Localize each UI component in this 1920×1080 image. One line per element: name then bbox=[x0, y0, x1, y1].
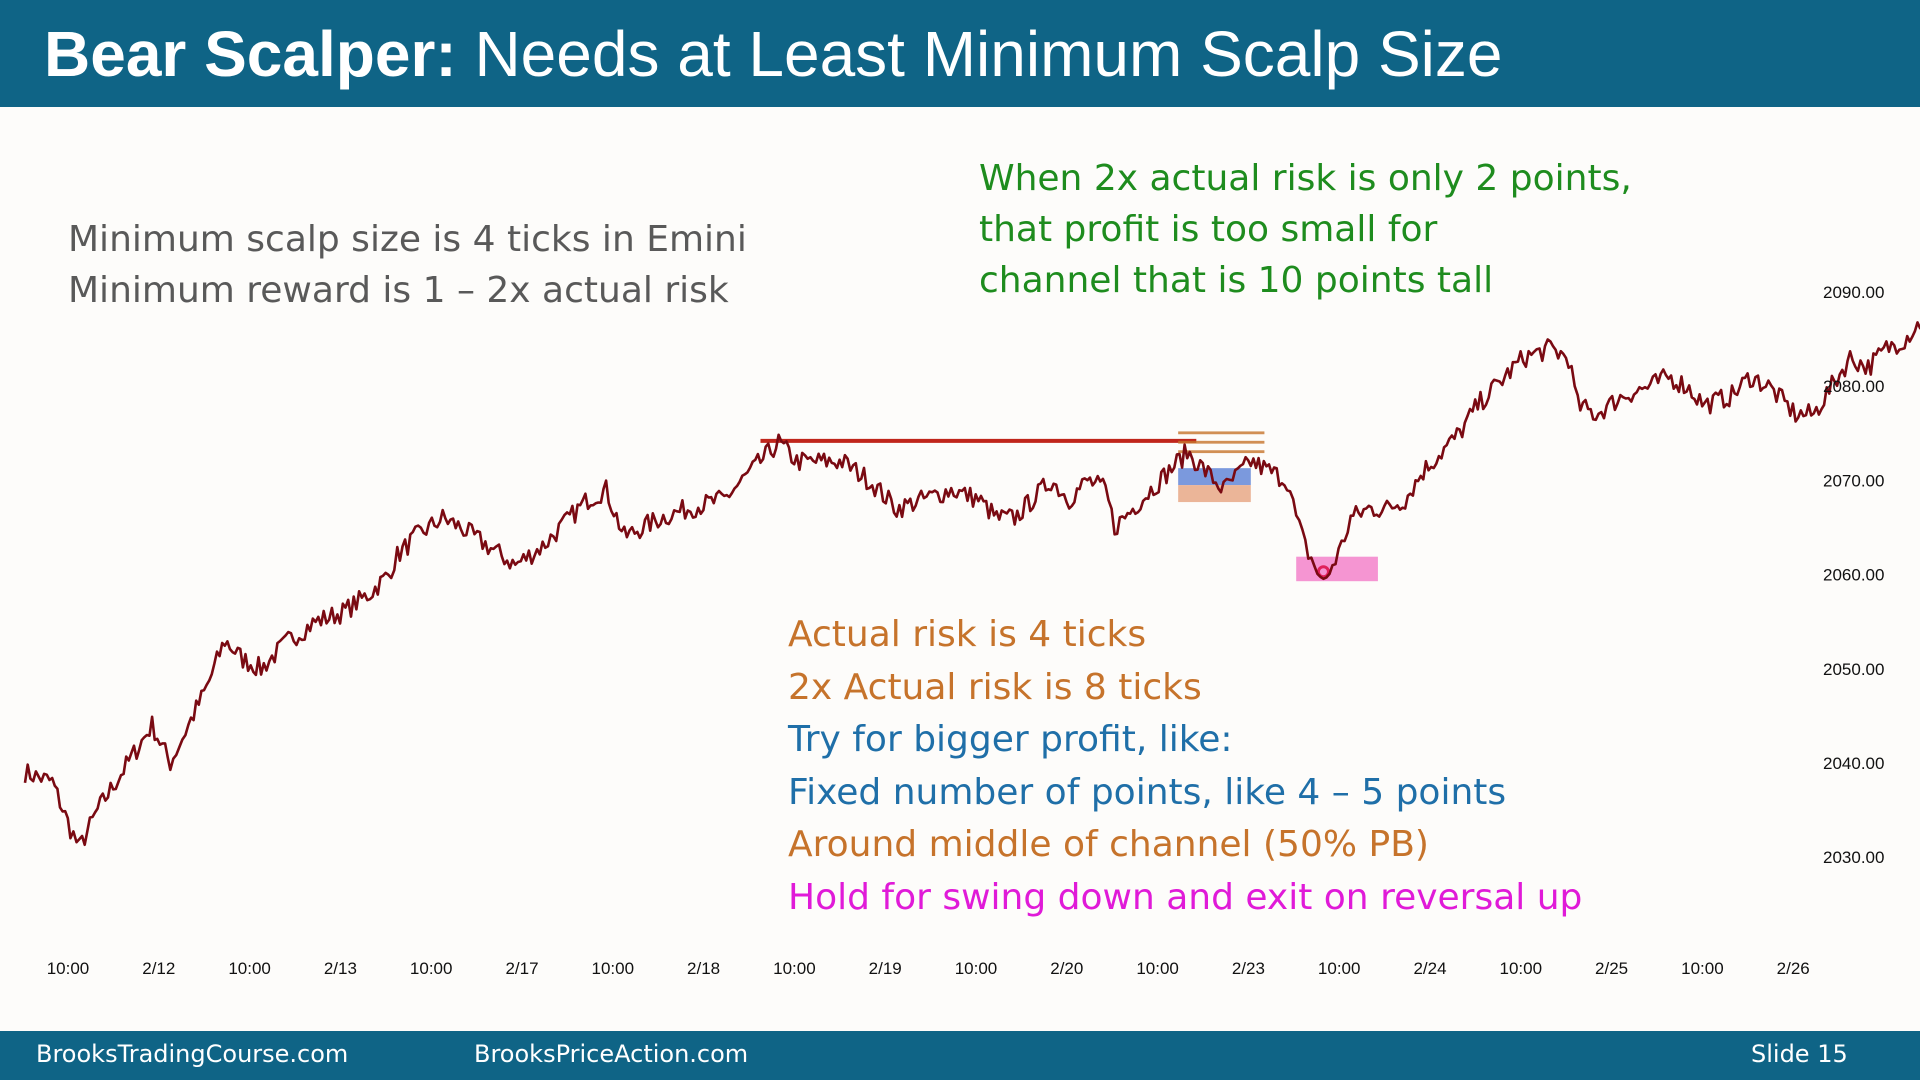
x-tick-label: 10:00 bbox=[955, 959, 998, 978]
x-tick-label: 10:00 bbox=[1681, 959, 1724, 978]
x-tick-label: 2/18 bbox=[687, 959, 720, 978]
y-tick-label: 2050.00 bbox=[1823, 660, 1884, 679]
price-series bbox=[23, 321, 1920, 847]
note-bottom-line: 2x Actual risk is 8 ticks bbox=[788, 666, 1202, 708]
zone-box bbox=[1178, 440, 1265, 444]
slide-title-bold: Bear Scalper: bbox=[44, 18, 457, 90]
note-minimum-scalp: Minimum scalp size is 4 ticks in Emini M… bbox=[68, 214, 747, 316]
y-tick-label: 2080.00 bbox=[1823, 377, 1884, 396]
x-tick-label: 2/12 bbox=[142, 959, 175, 978]
price-line bbox=[23, 321, 1920, 847]
note-top-line: that profit is too small for bbox=[979, 209, 1438, 250]
x-tick-label: 2/23 bbox=[1232, 959, 1265, 978]
x-tick-label: 2/25 bbox=[1595, 959, 1628, 978]
x-tick-label: 2/17 bbox=[505, 959, 538, 978]
x-tick-label: 2/19 bbox=[869, 959, 902, 978]
note-left-line: Minimum reward is 1 – 2x actual risk bbox=[68, 270, 729, 311]
slide-title-rest: Needs at Least Minimum Scalp Size bbox=[456, 18, 1503, 90]
zone-box bbox=[1178, 450, 1265, 454]
price-chart: 2030.00 2040.00 2050.00 2060.00 2070.00 2080.… bbox=[23, 283, 1920, 978]
slide-number: Slide 15 bbox=[1751, 1040, 1848, 1068]
x-tick-label: 10:00 bbox=[592, 959, 635, 978]
x-tick-label: 2/26 bbox=[1777, 959, 1810, 978]
y-tick-label: 2060.00 bbox=[1823, 566, 1884, 585]
note-bottom-line: Hold for swing down and exit on reversal… bbox=[788, 876, 1583, 918]
note-risk-and-targets: Actual risk is 4 ticks 2x Actual risk is… bbox=[788, 609, 1582, 924]
zone-box bbox=[1178, 431, 1265, 435]
y-tick-label: 2070.00 bbox=[1823, 471, 1884, 490]
note-bottom-line: Fixed number of points, like 4 – 5 point… bbox=[788, 771, 1507, 813]
x-tick-label: 2/24 bbox=[1413, 959, 1446, 978]
footer-site-trading-course: BrooksTradingCourse.com bbox=[36, 1040, 349, 1068]
x-tick-label: 10:00 bbox=[1318, 959, 1361, 978]
note-bottom-line: Actual risk is 4 ticks bbox=[788, 614, 1147, 655]
note-bottom-line: Try for bigger profit, like: bbox=[788, 719, 1233, 760]
slide-title: Bear Scalper: Needs at Least Minimum Sca… bbox=[44, 14, 1502, 94]
x-tick-label: 10:00 bbox=[1136, 959, 1179, 978]
x-tick-label: 10:00 bbox=[228, 959, 271, 978]
note-top-line: When 2x actual risk is only 2 points, bbox=[979, 158, 1632, 199]
footer-bar: BrooksTradingCourse.com BrooksPriceActio… bbox=[0, 1031, 1920, 1080]
x-tick-label: 10:00 bbox=[410, 959, 453, 978]
x-tick-label: 2/20 bbox=[1050, 959, 1083, 978]
note-profit-too-small: When 2x actual risk is only 2 points, th… bbox=[979, 153, 1632, 306]
note-left-line: Minimum scalp size is 4 ticks in Emini bbox=[68, 219, 747, 260]
y-axis-labels: 2030.00 2040.00 2050.00 2060.00 2070.00 2080.… bbox=[1823, 283, 1884, 867]
y-tick-label: 2090.00 bbox=[1823, 283, 1884, 302]
zone-box bbox=[1178, 485, 1251, 503]
x-axis-labels: 10:00 2/12 10:00 2/13 10:00 2/17 10:00 2/18 10:0… bbox=[47, 959, 1810, 978]
note-bottom-line: Around middle of channel (50% PB) bbox=[788, 824, 1429, 865]
entry-marker bbox=[1316, 565, 1330, 579]
x-tick-label: 10:00 bbox=[773, 959, 816, 978]
note-top-line: channel that is 10 points tall bbox=[979, 260, 1494, 301]
title-bar: Bear Scalper: Needs at Least Minimum Sca… bbox=[0, 0, 1920, 107]
x-tick-label: 10:00 bbox=[1500, 959, 1543, 978]
x-tick-label: 2/13 bbox=[324, 959, 357, 978]
y-tick-label: 2040.00 bbox=[1823, 754, 1884, 773]
x-tick-label: 10:00 bbox=[47, 959, 90, 978]
y-tick-label: 2030.00 bbox=[1823, 848, 1884, 867]
footer-site-price-action: BrooksPriceAction.com bbox=[474, 1040, 749, 1068]
